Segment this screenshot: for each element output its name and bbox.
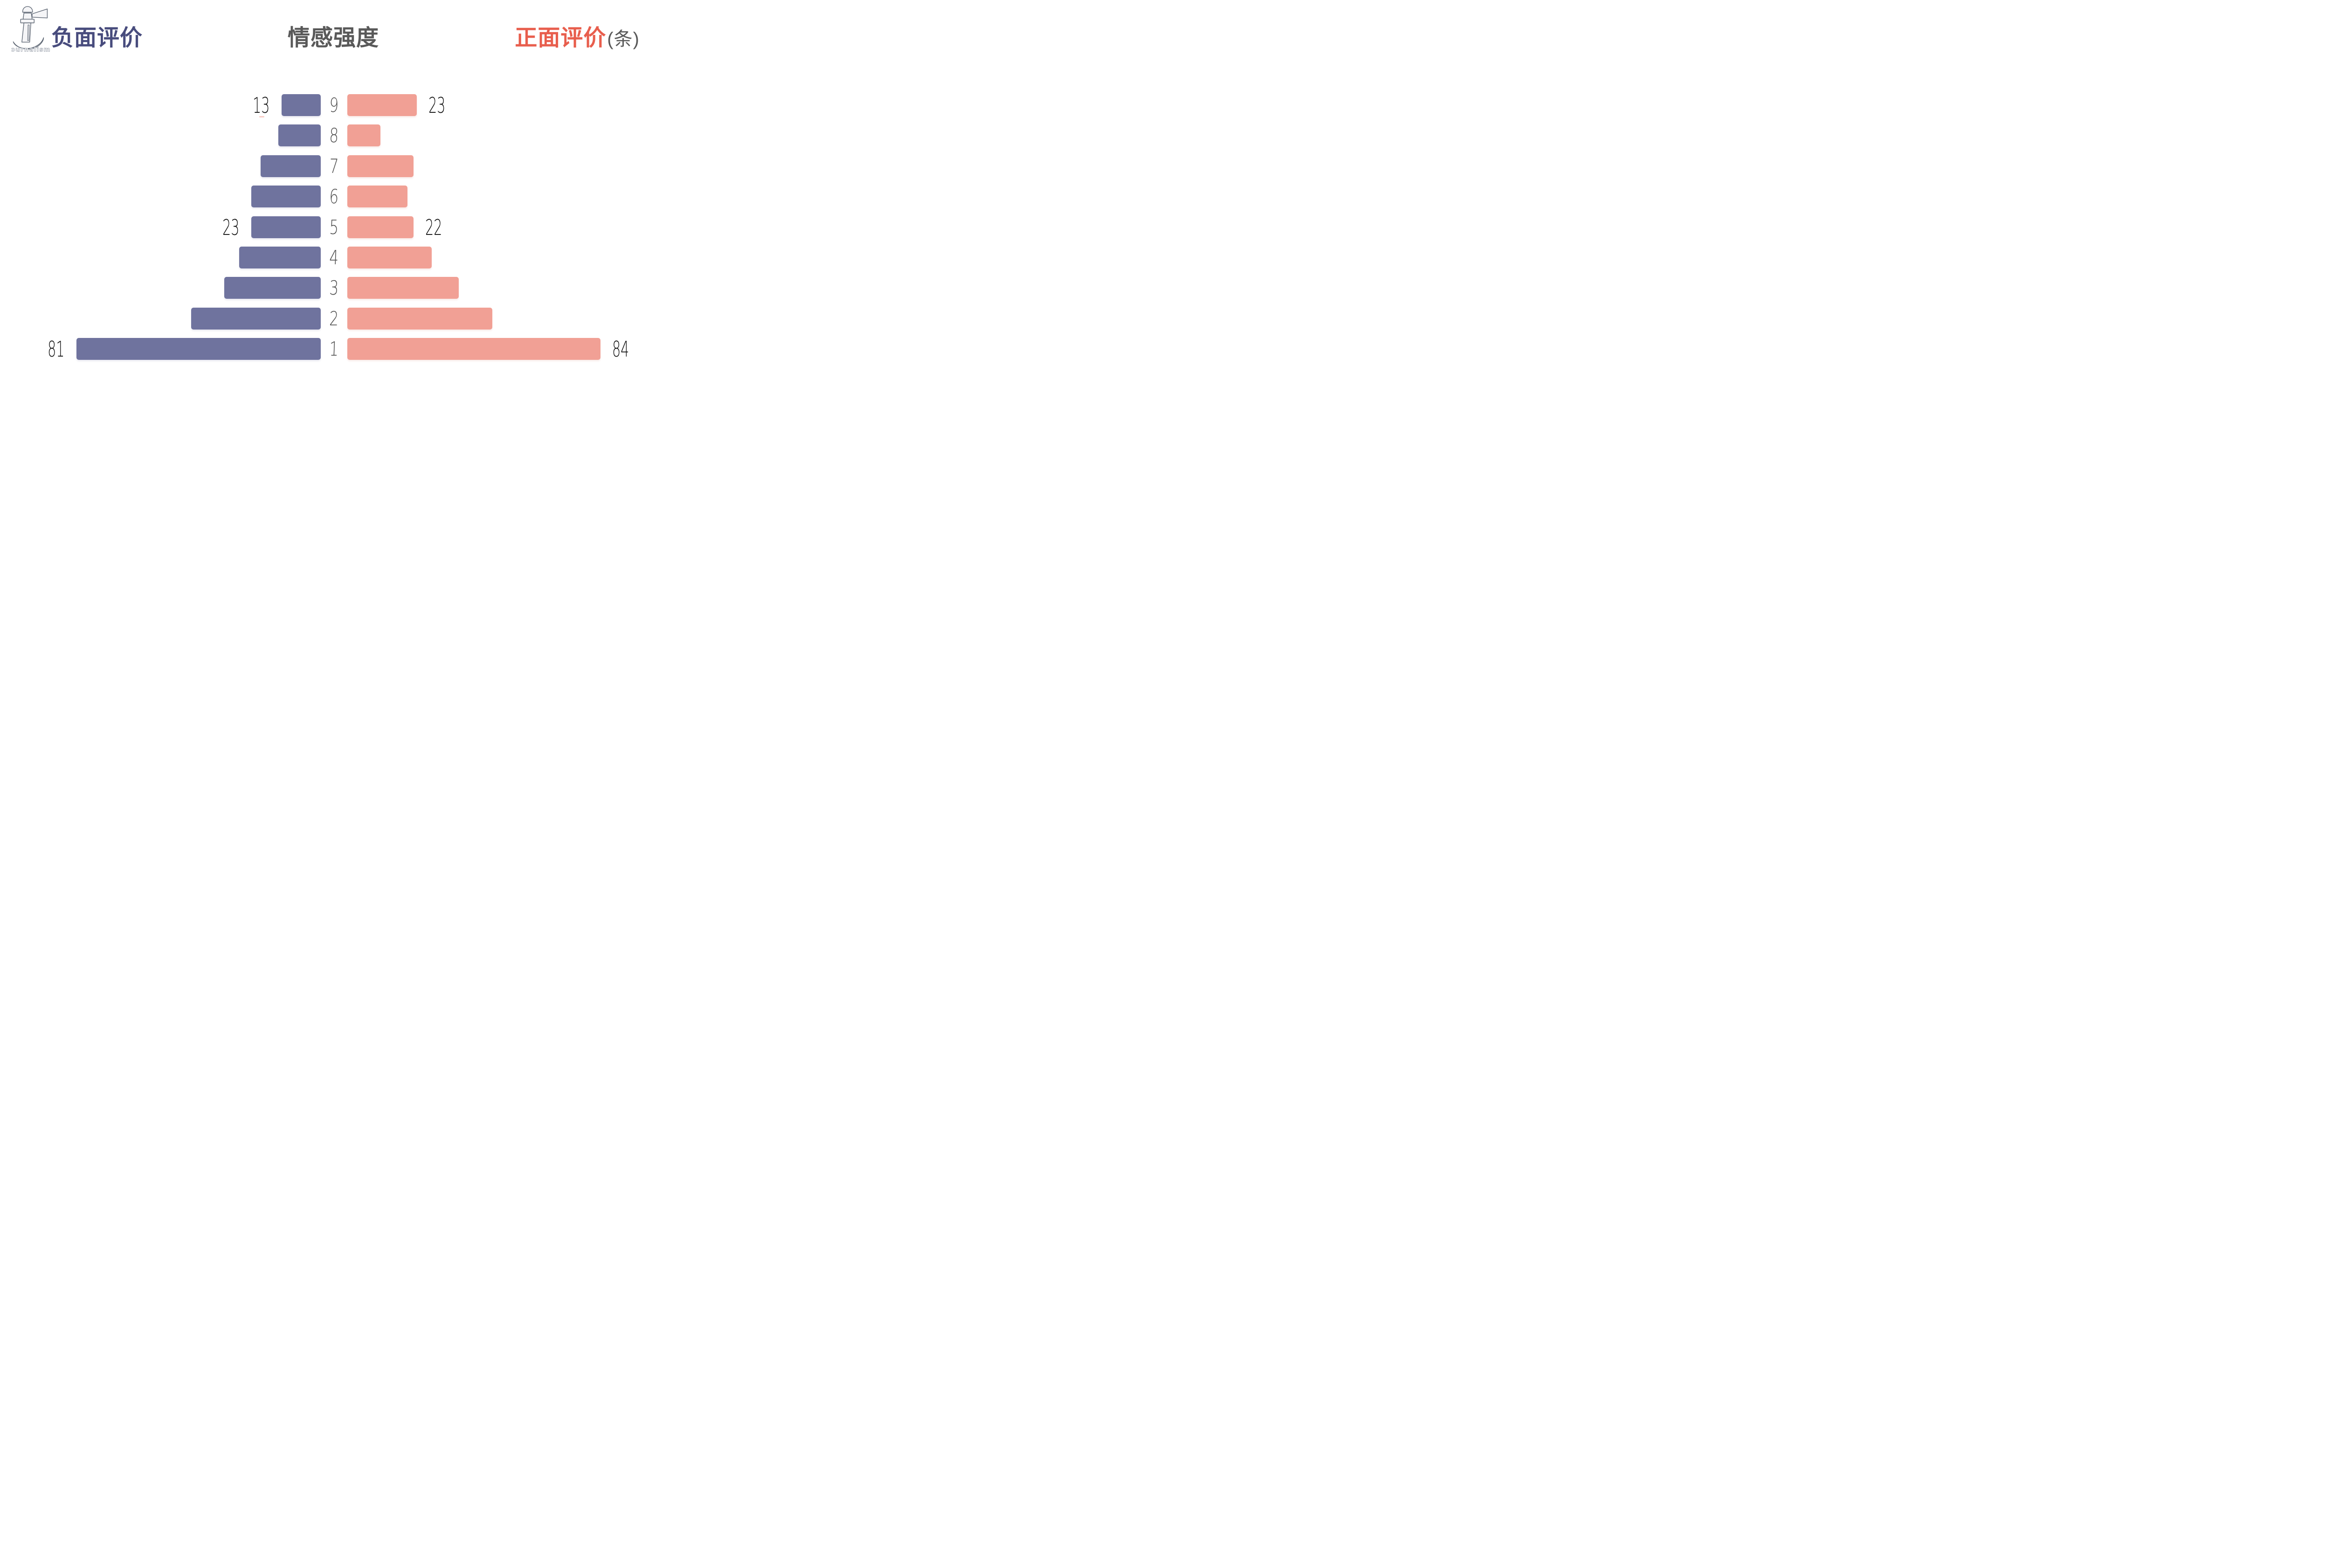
negative-bar-level-9 [282, 94, 321, 116]
chart-row-level-9: 9 13 23 [0, 93, 659, 118]
negative-bar-level-8 [278, 124, 321, 146]
positive-value-label-level-9: 23 [428, 93, 446, 118]
positive-bar-level-8 [347, 124, 380, 146]
chart-row-level-6: 6 [0, 185, 659, 208]
positive-title-unit: (条) [607, 29, 640, 49]
positive-value-label-level-1: 84 [612, 337, 629, 362]
chart-row-level-7: 7 [0, 155, 659, 178]
chart-center-title: 情感强度 [287, 26, 379, 50]
positive-bar-level-2 [347, 308, 492, 330]
journalism-logo: Journalism [7, 3, 52, 54]
positive-title-text: 正面评价 [515, 26, 607, 50]
positive-bar-level-3 [347, 277, 459, 299]
level-tick-label-4: 4 [329, 246, 339, 269]
chart-row-level-2: 2 [0, 307, 659, 330]
negative-series-title: 负面评价 [51, 26, 143, 50]
negative-bar-level-1 [76, 338, 321, 360]
negative-bar-level-3 [224, 277, 321, 299]
positive-bar-level-5 [347, 216, 414, 238]
negative-bar-level-7 [261, 155, 321, 177]
negative-value-label-level-1: 81 [48, 337, 65, 362]
chart-row-level-3: 3 [0, 276, 659, 299]
negative-value-label-level-5: 23 [222, 215, 240, 240]
chart-row-level-4: 4 [0, 246, 659, 269]
level-tick-label-1: 1 [329, 337, 339, 360]
chart-row-level-5: 5 23 22 [0, 215, 659, 240]
pink-artifact-dash [259, 116, 264, 117]
positive-bar-level-9 [347, 94, 417, 116]
level-tick-label-7: 7 [329, 155, 339, 178]
positive-value-label-level-5: 22 [425, 215, 442, 240]
level-tick-label-2: 2 [329, 307, 339, 330]
level-tick-label-6: 6 [329, 185, 339, 208]
level-tick-label-9: 9 [329, 94, 339, 117]
diverging-bar-chart: 9 13 23 8 7 6 5 23 22 4 3 2 1 81 84 [0, 94, 659, 369]
positive-bar-level-1 [347, 338, 600, 360]
positive-bar-level-7 [347, 155, 414, 177]
sentiment-pyramid-infographic: Journalism 负面评价 情感强度 正面评价(条) 9 13 23 8 7 6 5 23… [0, 0, 659, 392]
negative-value-label-level-9: 13 [253, 93, 270, 118]
negative-bar-level-4 [239, 247, 321, 268]
positive-bar-level-4 [347, 247, 432, 268]
lighthouse-icon: Journalism [7, 6, 51, 54]
logo-wordmark: Journalism [11, 47, 51, 54]
level-tick-label-3: 3 [329, 276, 339, 299]
chart-row-level-8: 8 [0, 124, 659, 147]
positive-series-title: 正面评价(条) [515, 27, 640, 49]
negative-bar-level-6 [251, 186, 321, 207]
negative-bar-level-5 [251, 216, 321, 238]
negative-bar-level-2 [191, 308, 321, 330]
level-tick-label-8: 8 [329, 124, 339, 147]
level-tick-label-5: 5 [329, 216, 339, 239]
positive-bar-level-6 [347, 186, 407, 207]
chart-row-level-1: 1 81 84 [0, 337, 659, 362]
